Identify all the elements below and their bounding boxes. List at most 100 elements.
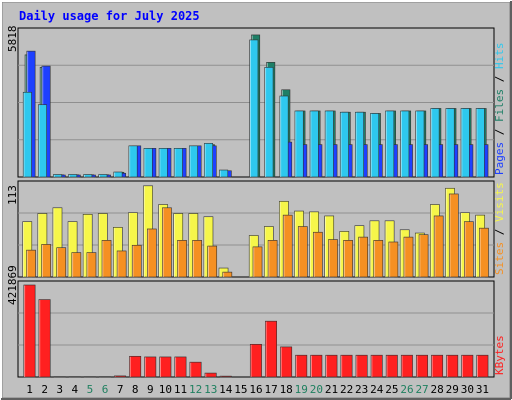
bar-hits-day-2	[38, 104, 47, 178]
x-axis-day-labels: 1 2 3 4 5 6 7 8 9 10 11 12 13 14 15 16 17 18 19 20 21 22 23 24 2…	[26, 383, 489, 396]
bar-sites-day-16	[252, 246, 263, 278]
legend-kbytes-label: KBytes	[493, 335, 506, 375]
bar-kbytes-day-1	[23, 284, 36, 378]
bar-hits-day-25	[385, 110, 395, 178]
x-tick-day-9: 9	[147, 383, 154, 396]
bar-sites-day-2	[41, 244, 51, 278]
bar-kbytes-day-14	[219, 375, 232, 378]
x-tick-day-14: 14	[219, 383, 233, 396]
bar-sites-day-13	[207, 245, 218, 278]
x-tick-day-30: 30	[461, 383, 474, 396]
bar-kbytes-day-24	[370, 354, 383, 378]
bar-sites-day-7	[116, 250, 127, 278]
bar-hits-day-31	[475, 108, 485, 178]
bar-hits-day-27	[415, 110, 425, 178]
legend-kbytes: KBytes	[493, 335, 506, 375]
x-tick-day-13: 13	[204, 383, 217, 396]
legend-sep-2: /	[493, 76, 506, 83]
x-tick-day-28: 28	[431, 383, 444, 396]
panel-kbytes	[17, 280, 495, 378]
bar-kbytes-day-10	[159, 356, 172, 378]
bar-sites-day-11	[177, 240, 187, 278]
bar-sites-day-26	[403, 236, 414, 278]
x-tick-day-15: 15	[234, 383, 247, 396]
bar-sites-day-21	[328, 239, 338, 278]
bar-kbytes-day-8	[129, 355, 142, 378]
bar-hits-day-29	[445, 108, 455, 178]
x-tick-day-21: 21	[325, 383, 338, 396]
bar-kbytes-day-28	[431, 354, 444, 378]
bar-sites-day-1	[26, 249, 36, 278]
bar-sites-day-18	[282, 214, 293, 278]
bar-kbytes-day-13	[204, 372, 217, 378]
legend-sep-1: /	[493, 129, 506, 136]
x-tick-day-27: 27	[415, 383, 428, 396]
bar-sites-day-19	[297, 226, 308, 278]
x-tick-day-11: 11	[174, 383, 187, 396]
bar-hits-day-16	[249, 39, 259, 178]
bar-sites-day-30	[464, 221, 474, 278]
bar-kbytes-day-2	[38, 299, 51, 378]
ymax-label-hits: 5818	[6, 26, 19, 53]
bar-hits-day-6	[98, 174, 108, 178]
bar-sites-day-14	[222, 271, 233, 278]
bar-kbytes-day-20	[310, 354, 323, 378]
bar-sites-day-22	[343, 240, 353, 278]
bar-kbytes-day-11	[174, 356, 187, 378]
bar-sites-day-3	[56, 247, 67, 278]
bar-hits-day-18	[279, 95, 289, 178]
bar-kbytes-day-25	[385, 354, 398, 378]
legend-pages-files-hits: Pages / Files / Hits	[493, 43, 506, 176]
bar-kbytes-day-9	[144, 356, 157, 378]
bar-sites-day-24	[373, 240, 384, 278]
x-tick-day-24: 24	[370, 383, 384, 396]
bar-sites-day-5	[86, 252, 97, 278]
x-tick-day-7: 7	[117, 383, 124, 396]
x-tick-day-5: 5	[87, 383, 94, 396]
bar-sites-day-25	[388, 241, 399, 278]
bar-hits-day-12	[188, 145, 198, 178]
x-tick-day-22: 22	[340, 383, 353, 396]
bar-sites-day-6	[101, 240, 112, 278]
bar-hits-day-8	[128, 145, 138, 178]
bar-hits-day-28	[430, 108, 440, 178]
bar-kbytes-day-30	[461, 354, 474, 378]
bar-hits-day-11	[173, 148, 183, 178]
ymax-label-visits: 113	[6, 185, 19, 205]
bar-sites-day-20	[313, 231, 323, 278]
bar-kbytes-day-31	[476, 354, 489, 378]
bar-kbytes-day-18	[280, 346, 293, 378]
bar-hits-day-3	[53, 174, 63, 178]
panel-visits-sites	[17, 180, 495, 278]
bar-kbytes-day-7	[114, 375, 127, 378]
bar-hits-day-13	[204, 143, 213, 178]
x-tick-day-10: 10	[159, 383, 172, 396]
bar-hits-day-22	[339, 111, 349, 178]
bar-sites-day-31	[479, 227, 489, 278]
x-tick-day-3: 3	[56, 383, 63, 396]
x-tick-day-26: 26	[400, 383, 413, 396]
bar-hits-day-17	[264, 67, 274, 178]
bar-hits-day-20	[309, 110, 319, 178]
x-tick-day-25: 25	[385, 383, 398, 396]
x-tick-day-1: 1	[26, 383, 33, 396]
x-tick-day-31: 31	[476, 383, 489, 396]
x-tick-day-19: 19	[295, 383, 308, 396]
bar-hits-day-23	[355, 111, 364, 178]
bar-hits-day-14	[219, 169, 229, 178]
bar-hits-day-26	[400, 110, 410, 178]
bar-hits-day-7	[113, 171, 123, 178]
x-tick-day-16: 16	[249, 383, 262, 396]
bar-kbytes-day-22	[340, 354, 353, 378]
legend-sites: Sites	[493, 242, 506, 275]
bar-kbytes-day-21	[325, 354, 338, 378]
bar-sites-day-10	[162, 207, 172, 278]
bar-sites-day-4	[71, 252, 82, 278]
bar-sites-day-8	[131, 244, 142, 278]
x-tick-day-12: 12	[189, 383, 202, 396]
panel-hits-files-pages	[17, 27, 495, 178]
bar-sites-day-23	[358, 236, 369, 278]
x-tick-day-8: 8	[132, 383, 139, 396]
bar-hits-day-10	[158, 148, 168, 178]
